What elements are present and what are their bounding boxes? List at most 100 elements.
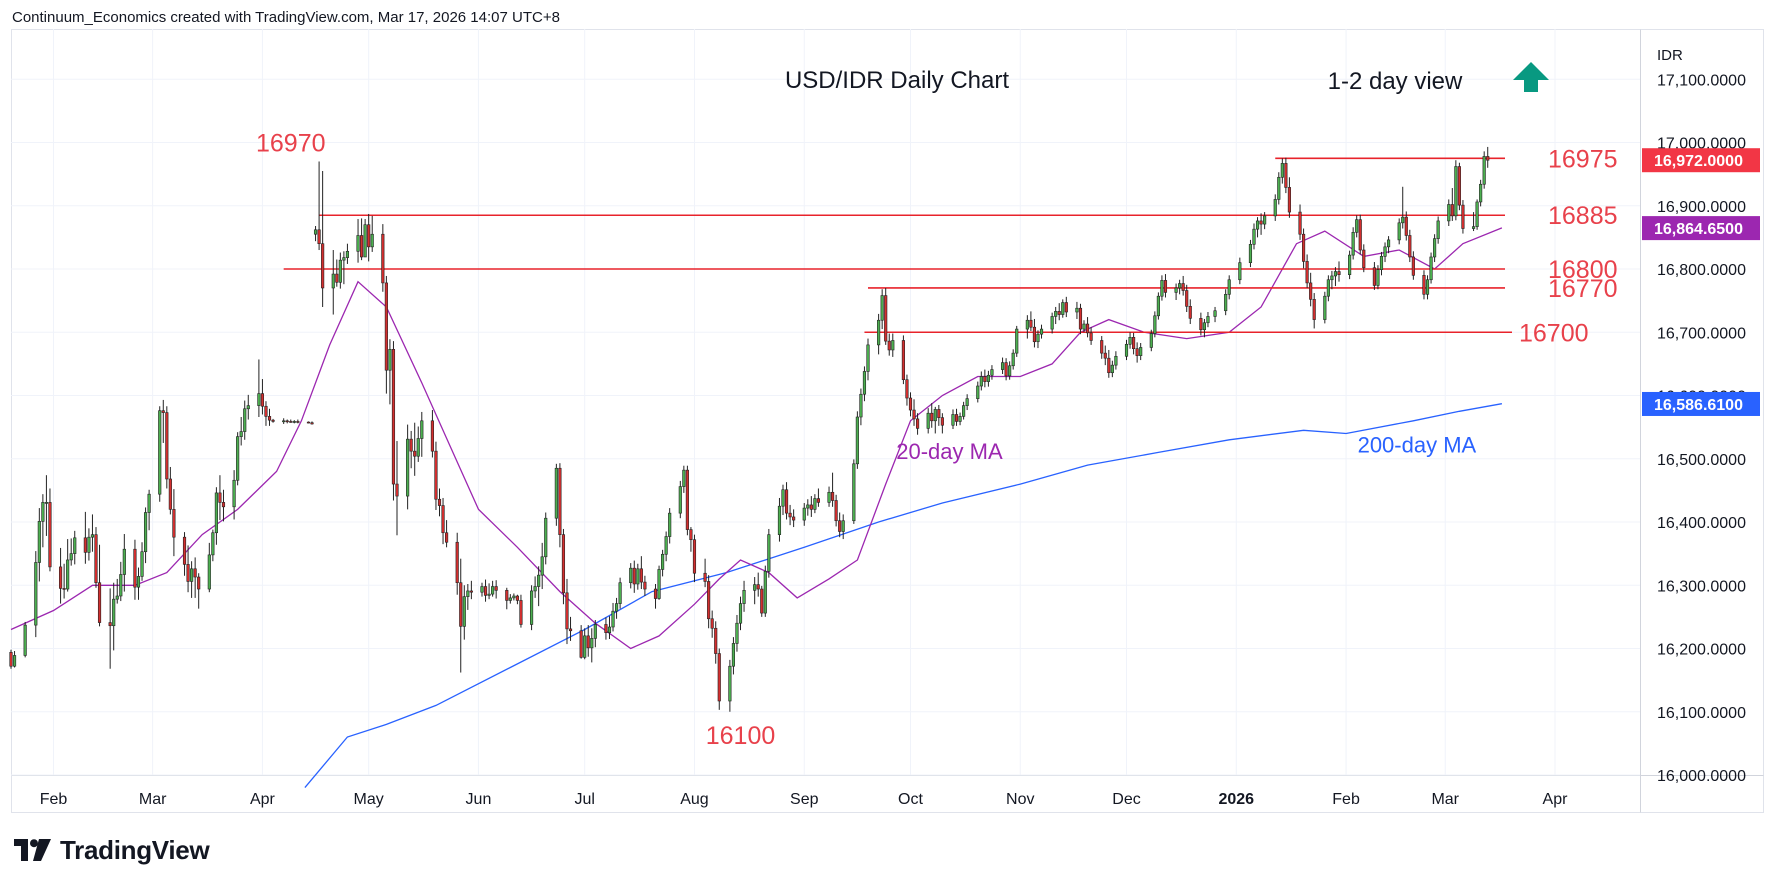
candle: [831, 472, 835, 507]
candle: [1379, 251, 1384, 276]
candle: [962, 401, 966, 420]
candle: [1404, 211, 1408, 241]
level-label-16975: 16975: [1548, 145, 1618, 173]
candle: [345, 243, 349, 264]
chart-border: [11, 29, 1764, 813]
candle: [1362, 244, 1366, 273]
candle: [537, 566, 541, 607]
candle: [505, 587, 509, 610]
currency-label: IDR: [1657, 47, 1683, 64]
candle: [356, 219, 360, 263]
x-tick-label: Mar: [139, 791, 167, 808]
candle: [714, 621, 718, 664]
candle: [441, 497, 445, 545]
candle: [246, 394, 250, 420]
candle: [335, 259, 339, 287]
candle: [816, 488, 820, 507]
candle: [317, 161, 321, 251]
price-badge: 16,972.0000: [1642, 148, 1760, 173]
level-label-16800: 16800: [1548, 256, 1618, 284]
x-tick-label: Aug: [680, 791, 708, 808]
candle: [1178, 279, 1182, 295]
candle: [593, 620, 597, 648]
candle: [1153, 311, 1157, 338]
candle: [738, 596, 743, 631]
candle: [915, 413, 920, 435]
ma200-series: [304, 403, 1503, 789]
candle: [954, 408, 959, 426]
candle: [1114, 351, 1118, 370]
candle: [172, 489, 176, 557]
candle: [1333, 267, 1338, 287]
candle: [41, 494, 45, 548]
x-tick-label: Jul: [574, 791, 594, 808]
candle: [1004, 358, 1008, 381]
y-tick-label: 17,100.0000: [1657, 72, 1746, 89]
candle: [406, 424, 410, 510]
candle: [1085, 317, 1090, 338]
candle: [1450, 188, 1454, 221]
candle: [1337, 261, 1341, 282]
candle: [1309, 272, 1313, 307]
candle: [1475, 199, 1479, 230]
candle: [607, 616, 612, 640]
x-tick-label: Sep: [790, 791, 819, 808]
candle: [1457, 162, 1461, 211]
candle: [515, 594, 519, 605]
time-axis[interactable]: Feb Mar Apr May Jun Jul Aug Sep Oct Nov Dec 2026 Feb…: [40, 791, 1568, 808]
candle: [908, 392, 913, 417]
candle: [437, 488, 442, 517]
candle: [951, 409, 955, 430]
candle: [97, 544, 102, 627]
svg-text:16,586.6100: 16,586.6100: [1654, 397, 1743, 414]
candle: [239, 417, 243, 446]
candle: [565, 578, 569, 645]
candle: [664, 531, 668, 562]
candle: [257, 359, 261, 418]
candle: [1401, 186, 1405, 229]
price-axis[interactable]: 16,000.0000 16,100.0000 16,200.0000 16,300.…: [1642, 72, 1760, 785]
candle: [296, 419, 300, 424]
candle: [1015, 325, 1019, 357]
candle: [788, 504, 792, 526]
candle: [806, 499, 810, 516]
candle: [480, 582, 484, 597]
candle: [529, 585, 534, 631]
candle: [90, 514, 95, 552]
candle: [777, 497, 782, 542]
candle: [122, 534, 126, 592]
svg-text:16,972.0000: 16,972.0000: [1654, 153, 1743, 170]
candle: [813, 494, 817, 514]
candle: [1213, 306, 1217, 323]
candle: [1057, 303, 1061, 321]
candle: [1273, 194, 1277, 221]
candle: [1103, 345, 1107, 366]
level-lines: [283, 157, 1512, 334]
y-tick-label: 16,700.0000: [1657, 325, 1746, 342]
candle: [1284, 157, 1288, 194]
candle: [218, 475, 222, 521]
tradingview-branding[interactable]: TradingView: [14, 835, 210, 865]
candle: [420, 411, 424, 457]
annotation-16970: 16970: [256, 129, 326, 157]
candle: [1156, 292, 1160, 320]
candle: [519, 594, 523, 628]
candle: [1298, 204, 1302, 240]
candle: [1174, 283, 1178, 300]
candle: [940, 413, 944, 434]
candle: [841, 514, 845, 540]
y-tick-label: 16,400.0000: [1657, 515, 1746, 532]
candle: [133, 539, 137, 600]
candle: [292, 420, 296, 424]
candle: [267, 408, 272, 426]
candle: [1302, 228, 1306, 269]
candle: [689, 527, 693, 552]
ma20-line: [10, 227, 1503, 650]
candle: [1227, 275, 1231, 300]
ma200-line: [304, 403, 1503, 789]
candle: [1075, 301, 1079, 319]
candle: [483, 579, 488, 602]
candle: [73, 530, 77, 565]
candle: [62, 563, 66, 599]
